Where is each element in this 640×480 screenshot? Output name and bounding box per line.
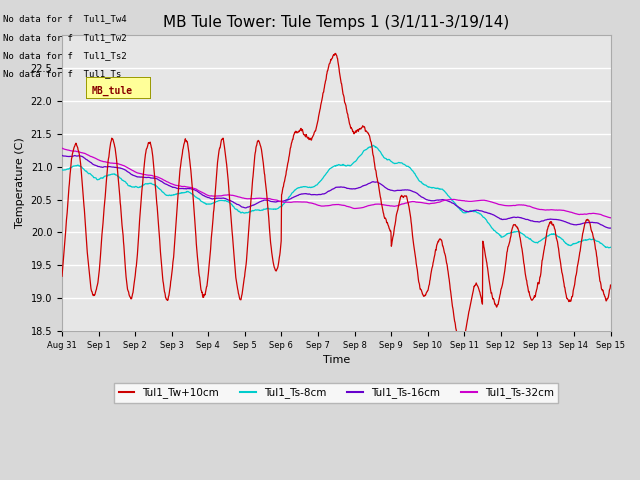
X-axis label: Time: Time xyxy=(323,355,350,365)
Text: No data for f  Tul1_Tw2: No data for f Tul1_Tw2 xyxy=(3,33,127,42)
Text: No data for f  Tul1_Ts2: No data for f Tul1_Ts2 xyxy=(3,51,127,60)
Title: MB Tule Tower: Tule Temps 1 (3/1/11-3/19/14): MB Tule Tower: Tule Temps 1 (3/1/11-3/19… xyxy=(163,15,509,30)
Text: MB_tule: MB_tule xyxy=(92,86,132,96)
Y-axis label: Temperature (C): Temperature (C) xyxy=(15,138,25,228)
Legend: Tul1_Tw+10cm, Tul1_Ts-8cm, Tul1_Ts-16cm, Tul1_Ts-32cm: Tul1_Tw+10cm, Tul1_Ts-8cm, Tul1_Ts-16cm,… xyxy=(115,384,558,403)
Text: No data for f  Tul1_Tw4: No data for f Tul1_Tw4 xyxy=(3,14,127,24)
Text: No data for f  Tul1_Ts: No data for f Tul1_Ts xyxy=(3,69,122,78)
